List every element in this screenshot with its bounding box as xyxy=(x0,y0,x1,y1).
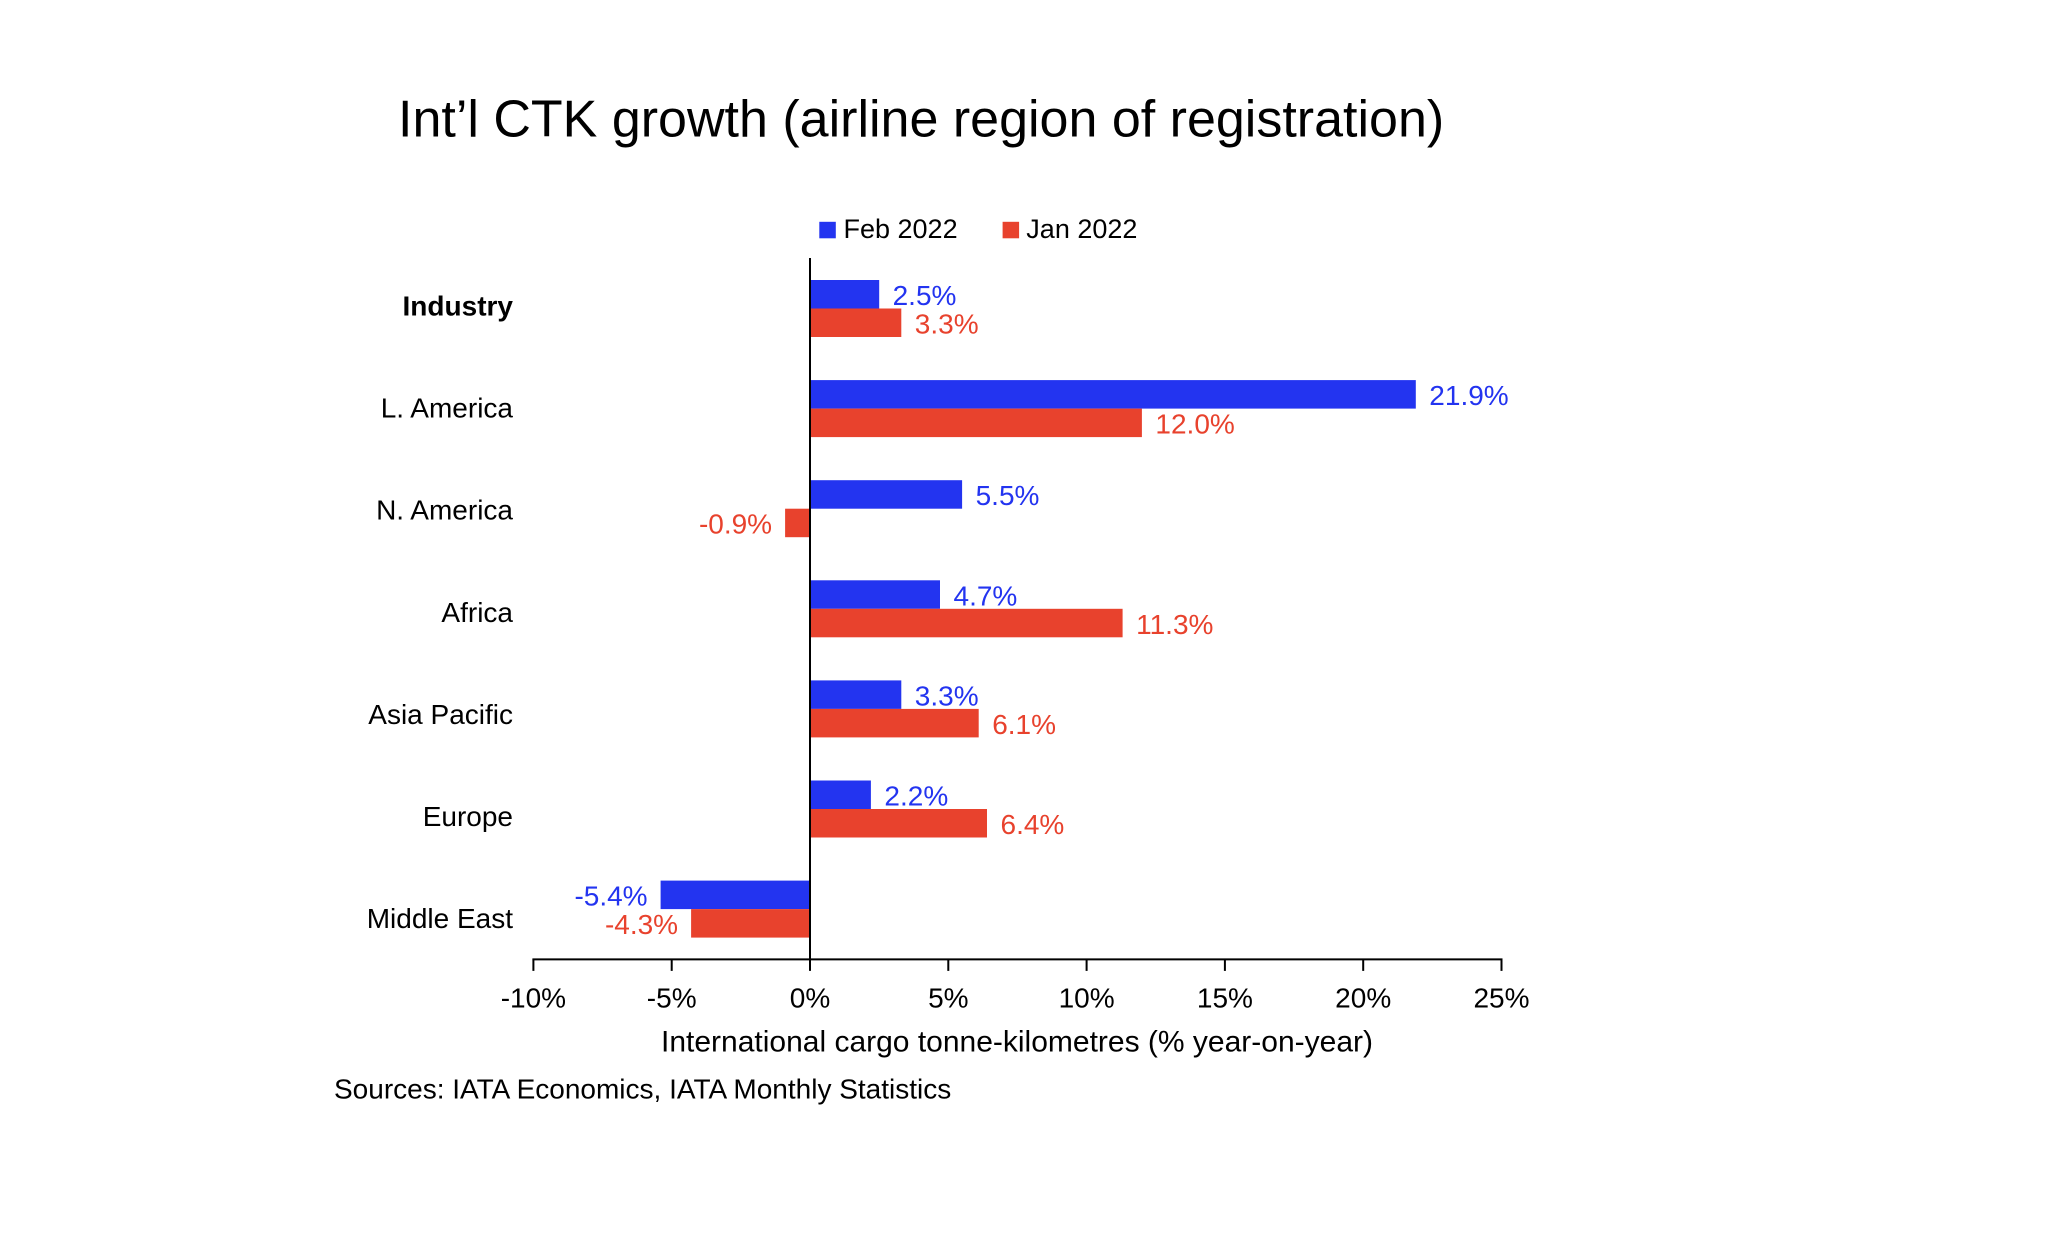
svg-text:6.1%: 6.1% xyxy=(992,709,1056,740)
svg-text:5%: 5% xyxy=(928,983,968,1014)
svg-text:2.5%: 2.5% xyxy=(893,280,957,311)
svg-text:21.9%: 21.9% xyxy=(1429,380,1508,411)
svg-text:-0.9%: -0.9% xyxy=(699,509,772,540)
svg-text:15%: 15% xyxy=(1197,983,1253,1014)
svg-text:Asia Pacific: Asia Pacific xyxy=(368,699,513,730)
svg-text:International cargo tonne-kilo: International cargo tonne-kilometres (% … xyxy=(661,1026,1373,1059)
svg-text:L. America: L. America xyxy=(381,393,514,424)
svg-text:Africa: Africa xyxy=(441,597,513,628)
svg-text:Industry: Industry xyxy=(403,291,514,322)
svg-text:Middle East: Middle East xyxy=(367,903,514,934)
svg-text:25%: 25% xyxy=(1473,983,1529,1014)
svg-text:-4.3%: -4.3% xyxy=(605,909,678,940)
svg-text:0%: 0% xyxy=(790,983,830,1014)
svg-text:Europe: Europe xyxy=(423,801,513,832)
svg-text:N. America: N. America xyxy=(376,495,513,526)
svg-text:Jan 2022: Jan 2022 xyxy=(1026,214,1137,244)
svg-text:20%: 20% xyxy=(1335,983,1391,1014)
svg-text:3.3%: 3.3% xyxy=(915,309,979,340)
svg-text:5.5%: 5.5% xyxy=(976,480,1040,511)
svg-text:4.7%: 4.7% xyxy=(954,580,1018,611)
svg-text:Sources: IATA Economics, IATA: Sources: IATA Economics, IATA Monthly St… xyxy=(334,1074,951,1105)
svg-text:3.3%: 3.3% xyxy=(915,680,979,711)
svg-text:6.4%: 6.4% xyxy=(1001,809,1065,840)
svg-text:Int’l CTK growth (airline regi: Int’l CTK growth (airline region of regi… xyxy=(398,91,1444,149)
svg-text:-5.4%: -5.4% xyxy=(574,881,647,912)
svg-text:10%: 10% xyxy=(1059,983,1115,1014)
svg-text:11.3%: 11.3% xyxy=(1136,609,1213,640)
svg-text:-10%: -10% xyxy=(501,983,566,1014)
svg-text:-5%: -5% xyxy=(647,983,697,1014)
svg-text:12.0%: 12.0% xyxy=(1155,409,1234,440)
svg-text:Feb 2022: Feb 2022 xyxy=(844,214,958,244)
svg-text:2.2%: 2.2% xyxy=(884,781,948,812)
